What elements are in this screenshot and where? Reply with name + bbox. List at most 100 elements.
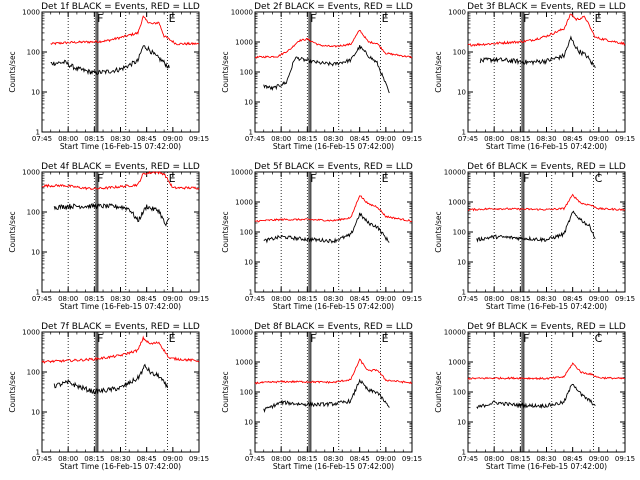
- marker-flag: F: [97, 172, 103, 185]
- y-tick-label: 1000: [235, 359, 253, 367]
- y-tick-label: 100: [240, 69, 253, 77]
- x-tick-label: 08:15: [297, 135, 317, 143]
- y-tick-label: 10000: [231, 9, 253, 17]
- events-black-series: [476, 383, 596, 410]
- x-tick-label: 08:15: [84, 135, 104, 143]
- detector-panel-6: Det 6f BLACK = Events, RED = LLD 1 10 100 10…: [434, 162, 635, 311]
- x-tick-label: 08:30: [110, 295, 130, 303]
- x-tick-label: 07:45: [458, 295, 478, 303]
- events-black-series: [50, 45, 170, 76]
- marker-flag: F: [310, 12, 316, 25]
- detector-panel-3: Det 3f BLACK = Events, RED = LLD 1 10 100 10…: [434, 2, 635, 151]
- detector-panel-2: Det 2f BLACK = Events, RED = LLD 1 10 100 10…: [221, 2, 422, 151]
- marker-flag: E: [595, 12, 602, 25]
- panel-title: Det 9f BLACK = Events, RED = LLD: [467, 322, 626, 332]
- x-axis-label: Start Time (16-Feb-15 07:42:00): [60, 302, 181, 311]
- y-tick-label: 10: [31, 249, 40, 257]
- x-tick-label: 09:15: [615, 455, 635, 463]
- detector-panel-5: Det 5f BLACK = Events, RED = LLD 1 10 100 10…: [221, 162, 422, 311]
- y-axis-label: Counts/sec: [8, 51, 17, 92]
- y-tick-label: 100: [240, 389, 253, 397]
- x-tick-label: 08:15: [510, 455, 530, 463]
- y-tick-label: 100: [453, 229, 466, 237]
- marker-flag: F: [523, 172, 529, 185]
- plot-frame: [467, 331, 626, 453]
- x-tick-label: 09:15: [402, 135, 422, 143]
- x-tick-label: 07:45: [458, 455, 478, 463]
- x-axis-label: Start Time (16-Feb-15 07:42:00): [60, 462, 181, 471]
- x-tick-label: 08:30: [323, 295, 343, 303]
- x-tick-label: 08:00: [271, 455, 291, 463]
- detector-panel-9: Det 9f BLACK = Events, RED = LLD 1 10 100 10…: [434, 322, 635, 471]
- y-tick-label: 10: [244, 99, 253, 107]
- x-tick-label: 08:00: [484, 295, 504, 303]
- y-tick-label: 1: [462, 289, 466, 297]
- x-tick-label: 08:00: [484, 135, 504, 143]
- y-tick-label: 1000: [235, 39, 253, 47]
- lld-red-series: [467, 13, 626, 47]
- lld-red-series: [254, 29, 413, 59]
- plot-frame: [254, 331, 413, 453]
- y-tick-label: 10: [31, 89, 40, 97]
- panel-title: Det 6f BLACK = Events, RED = LLD: [467, 162, 626, 172]
- y-tick-label: 1: [36, 129, 40, 137]
- marker-flag: F: [310, 332, 316, 345]
- x-tick-label: 09:00: [376, 295, 396, 303]
- marker-flag: F: [97, 332, 103, 345]
- x-tick-label: 08:15: [84, 295, 104, 303]
- marker-flag: F: [97, 12, 103, 25]
- x-tick-label: 08:30: [536, 135, 556, 143]
- y-tick-label: 1: [249, 449, 253, 457]
- marker-flag: C: [595, 172, 603, 185]
- y-axis-label: Counts/sec: [8, 211, 17, 252]
- x-tick-label: 08:45: [563, 295, 583, 303]
- x-tick-label: 07:45: [32, 455, 52, 463]
- x-tick-label: 08:45: [137, 295, 157, 303]
- marker-flag: F: [523, 12, 529, 25]
- panel-title: Det 2f BLACK = Events, RED = LLD: [254, 2, 413, 12]
- y-tick-label: 10000: [231, 329, 253, 337]
- x-tick-label: 08:30: [110, 455, 130, 463]
- x-tick-label: 08:30: [536, 295, 556, 303]
- y-tick-label: 100: [27, 209, 40, 217]
- x-tick-label: 07:45: [32, 295, 52, 303]
- y-tick-label: 1000: [22, 9, 40, 17]
- marker-flag: F: [310, 172, 316, 185]
- marker-flag: E: [382, 332, 389, 345]
- x-tick-label: 09:00: [163, 135, 183, 143]
- x-tick-label: 08:30: [323, 455, 343, 463]
- lld-red-series: [467, 362, 626, 381]
- y-axis-label: Counts/sec: [434, 211, 443, 252]
- y-tick-label: 1: [462, 129, 466, 137]
- events-black-series: [53, 363, 169, 395]
- y-tick-label: 1000: [448, 9, 466, 17]
- x-tick-label: 08:00: [58, 455, 78, 463]
- x-tick-label: 08:45: [350, 135, 370, 143]
- y-tick-label: 100: [27, 49, 40, 57]
- panel-title: Det 4f BLACK = Events, RED = LLD: [41, 162, 200, 172]
- x-tick-label: 09:15: [615, 135, 635, 143]
- x-tick-label: 08:15: [297, 295, 317, 303]
- y-tick-label: 10: [244, 259, 253, 267]
- panel-title: Det 7f BLACK = Events, RED = LLD: [41, 322, 200, 332]
- x-axis-label: Start Time (16-Feb-15 07:42:00): [273, 462, 394, 471]
- x-axis-label: Start Time (16-Feb-15 07:42:00): [273, 302, 394, 311]
- plot-frame: [467, 171, 626, 293]
- y-tick-label: 10: [457, 259, 466, 267]
- plot-frame: [254, 171, 413, 293]
- marker-flag: E: [169, 12, 176, 25]
- x-tick-label: 09:15: [615, 295, 635, 303]
- detector-panel-7: Det 7f BLACK = Events, RED = LLD 1 10 100 10…: [8, 322, 209, 471]
- marker-flag: E: [382, 12, 389, 25]
- x-tick-label: 08:15: [510, 135, 530, 143]
- y-axis-label: Counts/sec: [434, 371, 443, 412]
- plot-frame: [467, 11, 626, 133]
- panel-title: Det 5f BLACK = Events, RED = LLD: [254, 162, 413, 172]
- plot-frame: [254, 11, 413, 133]
- x-tick-label: 09:00: [163, 295, 183, 303]
- x-tick-label: 09:00: [376, 455, 396, 463]
- x-axis-label: Start Time (16-Feb-15 07:42:00): [273, 142, 394, 151]
- y-tick-label: 10: [457, 419, 466, 427]
- y-tick-label: 1000: [448, 359, 466, 367]
